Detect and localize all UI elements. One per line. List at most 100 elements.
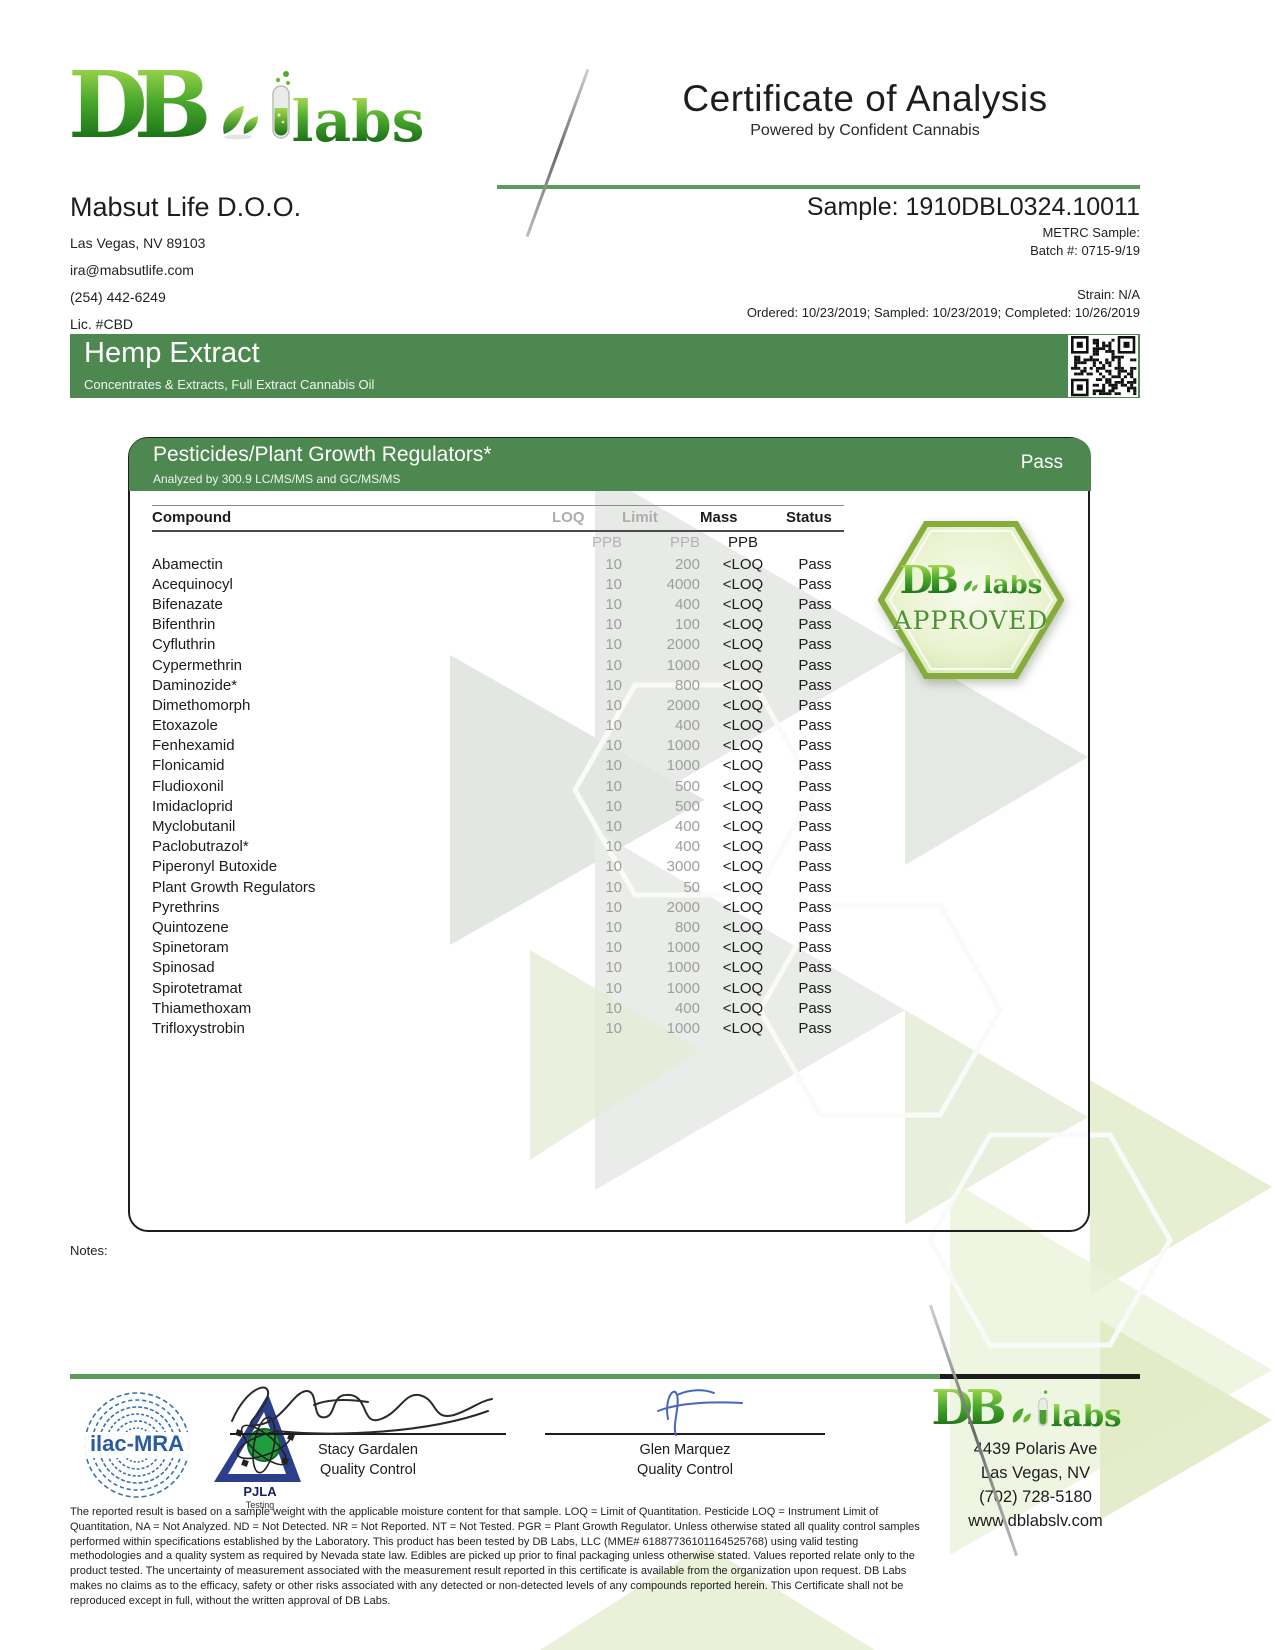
approved-label: APPROVED	[893, 605, 1049, 635]
mass-value: <LOQ	[722, 757, 764, 775]
status-value: Pass	[798, 918, 832, 936]
compound-name: Spinetoram	[152, 939, 229, 957]
client-phone: (254) 442-6249	[70, 289, 166, 305]
sample-dates: Ordered: 10/23/2019; Sampled: 10/23/2019…	[746, 305, 1140, 320]
compound-name: Bifenthrin	[152, 616, 216, 634]
limit-value: 400	[674, 999, 700, 1017]
badge-labs-text: labs	[982, 569, 1043, 600]
status-value: Pass	[798, 939, 832, 957]
compound-name: Daminozide*	[152, 676, 238, 694]
table-row: Bifenazate 10 400 <LOQ Pass	[152, 594, 844, 614]
loq-value: 10	[605, 999, 622, 1017]
dblabs-logo: DB labs	[68, 59, 425, 155]
unit-mass: PPB	[727, 534, 758, 551]
status-value: Pass	[798, 555, 832, 573]
table-row: Spinosad 10 1000 <LOQ Pass	[152, 958, 844, 978]
limit-value: 100	[674, 616, 700, 634]
mass-value: <LOQ	[722, 1019, 764, 1037]
signature-block-qc1: Stacy Gardalen Quality Control	[230, 1385, 506, 1478]
limit-value: 4000	[666, 575, 700, 593]
table-row: Dimethomorph 10 2000 <LOQ Pass	[152, 695, 844, 715]
limit-value: 2000	[666, 696, 700, 714]
mass-value: <LOQ	[722, 737, 764, 755]
table-units-row: PPB PPB PPB	[152, 531, 844, 554]
limit-value: 400	[674, 818, 700, 836]
loq-value: 10	[605, 858, 622, 876]
product-banner: Hemp Extract Concentrates & Extracts, Fu…	[70, 334, 1140, 398]
limit-value: 400	[674, 838, 700, 856]
col-limit: Limit	[622, 505, 700, 532]
mass-value: <LOQ	[722, 717, 764, 735]
table-row: Plant Growth Regulators 10 50 <LOQ Pass	[152, 877, 844, 897]
mass-value: <LOQ	[722, 797, 764, 815]
leaf-icon	[222, 106, 258, 140]
mass-value: <LOQ	[722, 858, 764, 876]
compound-name: Thiamethoxam	[152, 999, 252, 1017]
compound-name: Fludioxonil	[152, 777, 224, 795]
footer-divider-green	[70, 1374, 940, 1379]
loq-value: 10	[605, 918, 622, 936]
limit-value: 1000	[666, 656, 700, 674]
status-value: Pass	[798, 676, 832, 694]
compound-name: Plant Growth Regulators	[152, 878, 316, 896]
approved-badge: DB labs APPROVED	[878, 516, 1064, 684]
compound-name: Trifloxystrobin	[152, 1019, 245, 1037]
status-value: Pass	[798, 717, 832, 735]
signature-stacy	[231, 1386, 493, 1435]
limit-value: 400	[674, 717, 700, 735]
client-address: Las Vegas, NV 89103	[70, 235, 206, 251]
lab-address: 4439 Polaris Ave	[973, 1439, 1098, 1458]
mass-value: <LOQ	[722, 939, 764, 957]
table-row: Fenhexamid 10 1000 <LOQ Pass	[152, 736, 844, 756]
col-mass: Mass	[700, 505, 786, 532]
limit-value: 200	[674, 555, 700, 573]
table-row: Abamectin 10 200 <LOQ Pass	[152, 554, 844, 574]
status-value: Pass	[798, 575, 832, 593]
panel-header: Pesticides/Plant Growth Regulators* Anal…	[129, 438, 1091, 491]
limit-value: 500	[674, 797, 700, 815]
pesticides-panel: Pesticides/Plant Growth Regulators* Anal…	[128, 437, 1091, 1232]
lab-contact-block: DB labs 4439 Polaris Ave Las Vegas, NV (…	[918, 1384, 1153, 1531]
page-title: Certificate of Analysis	[682, 78, 1048, 119]
table-row: Spirotetramat 10 1000 <LOQ Pass	[152, 978, 844, 998]
test-tube-icon	[271, 71, 290, 139]
compound-name: Spirotetramat	[152, 979, 243, 997]
status-value: Pass	[798, 898, 832, 916]
table-row: Pyrethrins 10 2000 <LOQ Pass	[152, 897, 844, 917]
notes-label: Notes:	[70, 1243, 108, 1258]
unit-limit: PPB	[669, 534, 700, 551]
status-value: Pass	[798, 777, 832, 795]
logo-labs-text: labs	[1050, 1398, 1122, 1434]
client-email: ira@mabsutlife.com	[70, 262, 194, 278]
compound-name: Spinosad	[152, 959, 215, 977]
mass-value: <LOQ	[722, 575, 764, 593]
loq-value: 10	[605, 898, 622, 916]
loq-value: 10	[605, 717, 622, 735]
compound-name: Pyrethrins	[152, 898, 220, 916]
product-category: Concentrates & Extracts, Full Extract Ca…	[84, 377, 375, 392]
loq-value: 10	[605, 575, 622, 593]
disclaimer-text: The reported result is based on a sample…	[70, 1506, 920, 1607]
mass-value: <LOQ	[722, 918, 764, 936]
page-subtitle: Powered by Confident Cannabis	[750, 122, 980, 139]
loq-value: 10	[605, 1019, 622, 1037]
mass-value: <LOQ	[722, 878, 764, 896]
compound-name: Myclobutanil	[152, 818, 236, 836]
badge-db-monogram: DB	[900, 561, 960, 599]
loq-value: 10	[605, 676, 622, 694]
mass-value: <LOQ	[722, 999, 764, 1017]
compound-name: Dimethomorph	[152, 696, 251, 714]
metrc-sample: METRC Sample:	[1042, 225, 1140, 240]
signer-title: Quality Control	[320, 1462, 416, 1478]
compound-name: Flonicamid	[152, 757, 225, 775]
limit-value: 500	[674, 777, 700, 795]
table-row: Cyfluthrin 10 2000 <LOQ Pass	[152, 635, 844, 655]
loq-value: 10	[605, 595, 622, 613]
limit-value: 1000	[666, 979, 700, 997]
status-value: Pass	[798, 797, 832, 815]
loq-value: 10	[605, 838, 622, 856]
mass-value: <LOQ	[722, 696, 764, 714]
logo-labs-text: labs	[291, 86, 425, 155]
status-value: Pass	[798, 757, 832, 775]
